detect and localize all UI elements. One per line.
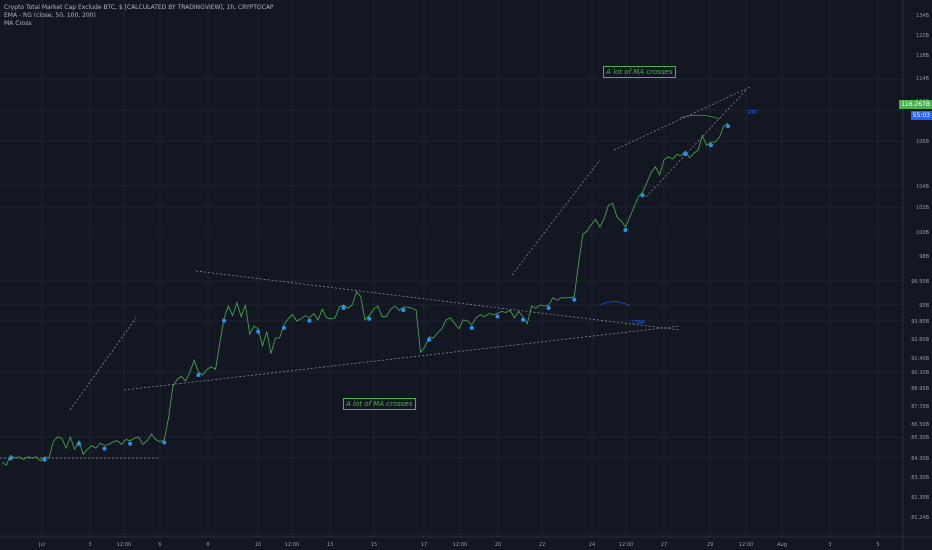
y-tick-label: 83.30B — [911, 475, 929, 481]
x-tick-label: 12:00 — [285, 542, 299, 548]
ema-indicator-label[interactable]: EMA - RG (close, 50, 100, 200) — [4, 12, 96, 19]
ma-cross-marker — [42, 457, 47, 462]
y-tick-label: 87.70B — [911, 404, 929, 410]
ma-cross-marker — [683, 152, 688, 157]
x-tick-label: 22 — [539, 542, 545, 548]
y-tick-label: 90.20B — [911, 370, 929, 376]
y-tick-label: 118B — [916, 53, 930, 59]
ma-cross-marker — [640, 193, 645, 198]
x-tick-label: 8 — [206, 542, 209, 548]
y-tick-label: 122B — [916, 33, 930, 39]
ma-cross-marker — [76, 441, 81, 446]
y-tick-label: 95B — [919, 303, 929, 309]
y-tick-label: 88.95B — [911, 386, 929, 392]
x-tick-label: 20 — [495, 542, 501, 548]
x-tick-label: 13 — [327, 542, 333, 548]
y-tick-label: 96.50B — [911, 279, 929, 285]
ma-cross-marker — [521, 317, 525, 322]
trendline — [195, 270, 681, 331]
ma-cross-marker — [546, 306, 551, 310]
y-tick-label: 82.30B — [911, 495, 929, 501]
y-tick-label: 85.30B — [911, 435, 929, 441]
x-tick-label: 3 — [828, 542, 831, 548]
ma-cross-marker — [307, 318, 312, 323]
triangle-label: CTAP — [632, 320, 645, 326]
ma-cross-marker — [102, 446, 107, 451]
symbol-title[interactable]: Crypto Total Market Cap Exclude BTC, $ [… — [4, 4, 274, 11]
ma-cross-marker — [222, 318, 227, 323]
ma-cross-marker — [128, 441, 133, 446]
y-tick-label: 134B — [916, 13, 930, 19]
y-tick-label: 91.40B — [911, 356, 929, 362]
trendline — [69, 317, 137, 411]
y-tick-label: 84.30B — [911, 456, 929, 462]
ma-cross-indicator-label[interactable]: MA Cross — [4, 20, 32, 27]
countdown-badge: 55:03 — [910, 111, 932, 120]
y-tick-label: 114B — [916, 76, 930, 82]
ma-cross-marker — [495, 314, 500, 319]
x-tick-label: Jul — [38, 542, 45, 548]
x-tick-label: 17 — [421, 542, 427, 548]
ma-cross-marker — [162, 440, 167, 445]
ma-cross-marker — [367, 316, 372, 321]
small-arc — [599, 301, 631, 307]
x-tick-label: 15 — [371, 542, 377, 548]
y-tick-label: 100B — [916, 230, 930, 236]
ma-cross-marker — [256, 329, 261, 334]
x-tick-label: 12:00 — [117, 542, 131, 548]
annotation-top[interactable]: A lot of MA crosses — [603, 66, 676, 78]
current-price-badge: 116.267B — [899, 100, 932, 109]
ma-cross-marker — [708, 143, 713, 148]
x-tick-label: 10 — [255, 542, 261, 548]
x-tick-label: 24 — [589, 542, 595, 548]
y-tick-label: 104B — [916, 184, 930, 190]
y-tick-label: 81.24B — [911, 515, 929, 521]
ma-cross-marker — [341, 306, 346, 310]
x-tick-label: 6 — [158, 542, 161, 548]
trendline — [613, 86, 751, 151]
ma-cross-marker — [401, 308, 406, 313]
ma-cross-marker — [427, 337, 432, 342]
x-tick-label: Aug — [777, 542, 787, 548]
small-arc-top — [679, 114, 721, 120]
y-tick-label: 86.50B — [911, 422, 929, 428]
x-tick-label: 12:00 — [739, 542, 753, 548]
ma-cross-marker — [8, 456, 13, 461]
x-tick-label: 29 — [707, 542, 713, 548]
x-tick-label: 5 — [876, 542, 879, 548]
y-tick-label: 93.80B — [911, 319, 929, 325]
annotation-bottom[interactable]: A lot of MA crosses — [343, 398, 416, 410]
y-tick-label: 102B — [916, 205, 930, 211]
ma-cross-marker — [623, 228, 628, 232]
ma-cross-marker — [281, 325, 286, 330]
x-tick-label: 27 — [661, 542, 667, 548]
ma-cross-marker — [572, 297, 577, 302]
x-tick-label: 12:00 — [619, 542, 633, 548]
price-line — [1, 122, 729, 466]
y-tick-label: 92.60B — [911, 337, 929, 343]
ma-cross-marker — [196, 373, 201, 377]
trendline — [511, 159, 601, 276]
x-tick-label: 12:00 — [453, 542, 467, 548]
y-tick-label: 106B — [916, 139, 930, 145]
y-tick-label: 98B — [919, 254, 929, 260]
ma-cross-marker — [726, 124, 730, 129]
trendline — [645, 89, 747, 198]
ma-cross-marker — [469, 325, 474, 330]
x-tick-label: 3 — [88, 542, 91, 548]
wedge-label: RTP — [748, 110, 757, 116]
trendline — [123, 325, 681, 391]
